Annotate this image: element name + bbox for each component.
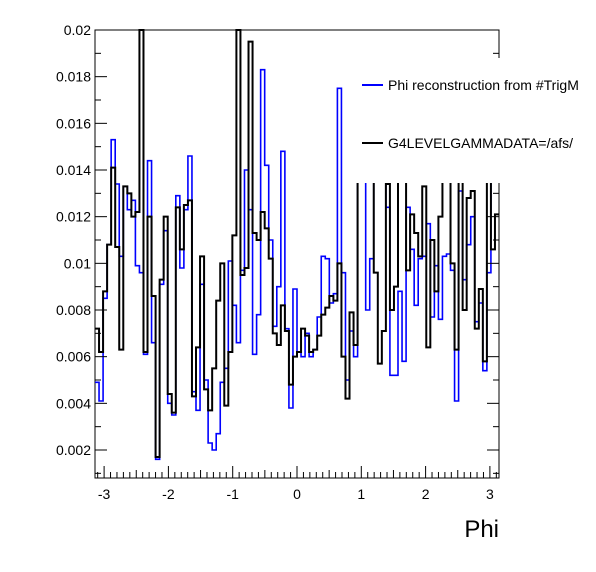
x-tick-label: 3	[486, 486, 494, 502]
y-tick-label: 0.018	[56, 69, 91, 85]
series-line-2	[95, 29, 499, 458]
legend-entry-1: Phi reconstruction from #TrigM	[388, 77, 579, 93]
y-tick-label: 0.004	[56, 395, 91, 411]
x-axis-label: Phi	[464, 516, 499, 543]
x-tick-label: -2	[162, 486, 175, 502]
y-tick-label: 0.02	[64, 22, 91, 38]
legend: Phi reconstruction from #TrigM G4LEVELGAM…	[355, 58, 596, 183]
y-tick-label: 0.014	[56, 162, 91, 178]
x-axis: -3 -2 -1 0 1 2 3	[97, 466, 497, 502]
y-tick-label: 0.006	[56, 349, 91, 365]
y-tick-label: 0.008	[56, 302, 91, 318]
legend-entry-2: G4LEVELGAMMADATA=/afs/	[388, 135, 573, 151]
y-axis: 0.002 0.004 0.006 0.008 0.01 0.012 0.014 0.016 0…	[56, 22, 499, 474]
y-tick-label: 0.01	[64, 255, 91, 271]
y-tick-label: 0.012	[56, 209, 91, 225]
x-tick-label: 2	[422, 486, 430, 502]
x-tick-label: -1	[226, 486, 239, 502]
y-tick-label: 0.002	[56, 442, 91, 458]
x-tick-label: -3	[98, 486, 111, 502]
x-tick-label: 1	[357, 486, 365, 502]
series-group	[95, 29, 499, 461]
y-tick-label: 0.016	[56, 115, 91, 131]
legend-background	[355, 58, 596, 183]
x-tick-label: 0	[293, 486, 301, 502]
